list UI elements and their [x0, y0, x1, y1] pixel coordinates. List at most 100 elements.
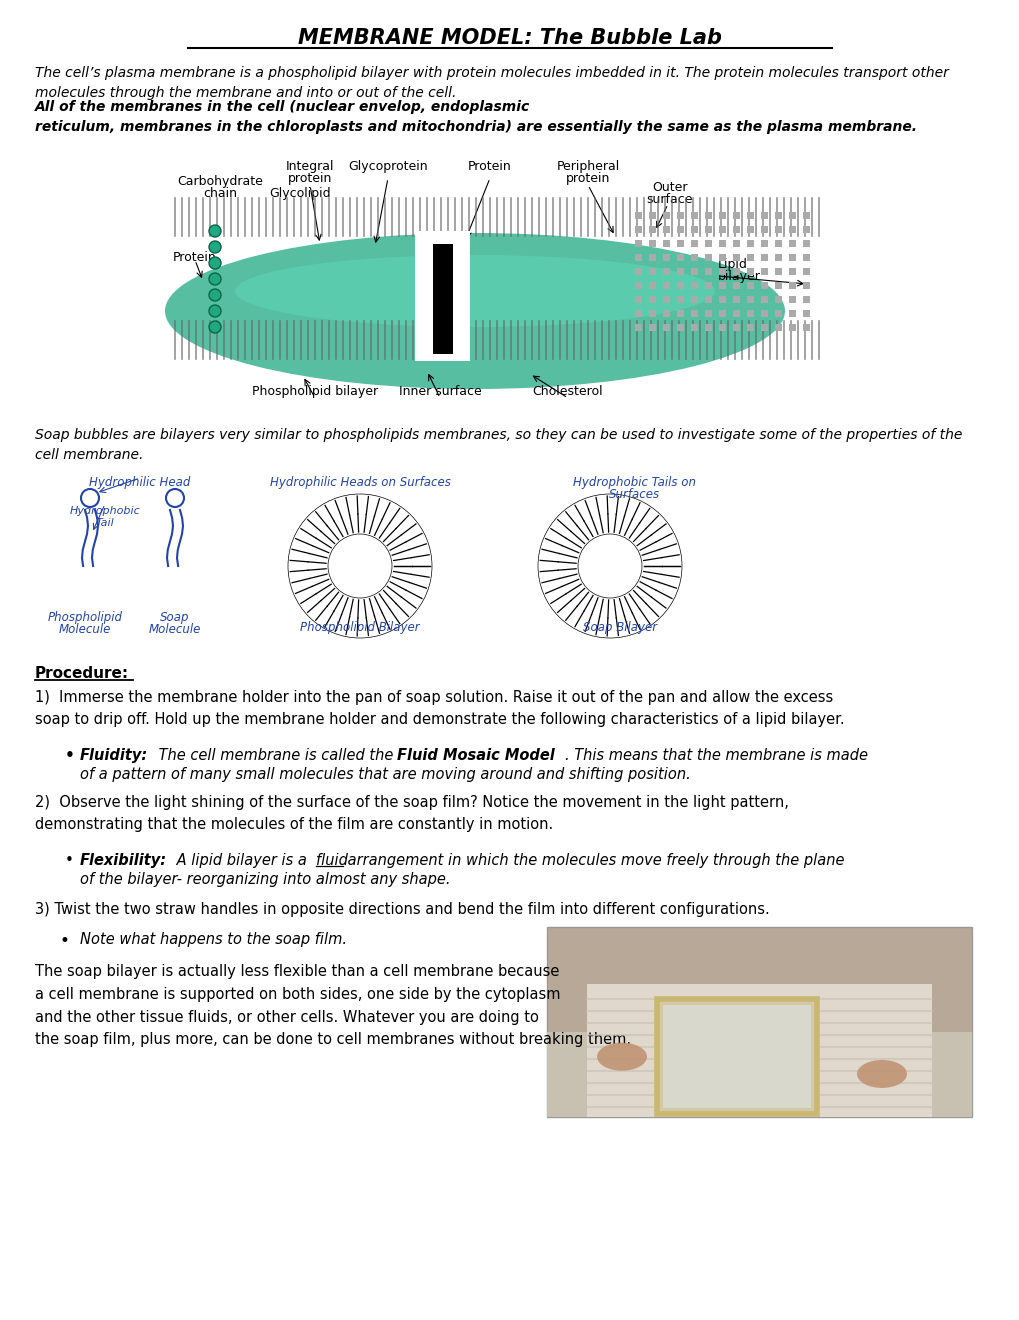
- FancyBboxPatch shape: [760, 226, 767, 234]
- Text: The cell’s plasma membrane is a phospholipid bilayer with protein molecules imbe: The cell’s plasma membrane is a phosphol…: [35, 66, 948, 100]
- Text: Molecule: Molecule: [149, 623, 201, 636]
- Text: of the bilayer- reorganizing into almost any shape.: of the bilayer- reorganizing into almost…: [79, 873, 450, 887]
- FancyBboxPatch shape: [690, 310, 697, 317]
- Text: Fluidity:: Fluidity:: [79, 748, 148, 763]
- FancyBboxPatch shape: [662, 296, 669, 304]
- Ellipse shape: [165, 234, 785, 389]
- FancyBboxPatch shape: [690, 282, 697, 289]
- FancyBboxPatch shape: [704, 253, 711, 261]
- Circle shape: [209, 224, 221, 238]
- Circle shape: [209, 321, 221, 333]
- Text: Fluid Mosaic Model: Fluid Mosaic Model: [396, 748, 554, 763]
- Ellipse shape: [596, 1043, 646, 1071]
- FancyBboxPatch shape: [733, 226, 739, 234]
- Text: 3) Twist the two straw handles in opposite directions and bend the film into dif: 3) Twist the two straw handles in opposi…: [35, 902, 769, 917]
- Text: Lipid: Lipid: [717, 257, 747, 271]
- FancyBboxPatch shape: [774, 296, 782, 304]
- FancyBboxPatch shape: [746, 310, 753, 317]
- Text: Phospholipid bilayer: Phospholipid bilayer: [252, 385, 378, 399]
- FancyBboxPatch shape: [774, 282, 782, 289]
- Circle shape: [328, 535, 391, 598]
- FancyBboxPatch shape: [656, 999, 816, 1114]
- Text: Phospholipid Bilayer: Phospholipid Bilayer: [300, 620, 420, 634]
- Text: fluid: fluid: [316, 853, 347, 869]
- FancyBboxPatch shape: [718, 282, 726, 289]
- FancyBboxPatch shape: [746, 213, 753, 219]
- FancyBboxPatch shape: [760, 213, 767, 219]
- FancyBboxPatch shape: [733, 310, 739, 317]
- FancyBboxPatch shape: [546, 927, 971, 1117]
- Text: surface: surface: [646, 193, 693, 206]
- FancyBboxPatch shape: [635, 253, 641, 261]
- FancyBboxPatch shape: [718, 253, 726, 261]
- FancyBboxPatch shape: [733, 296, 739, 304]
- FancyBboxPatch shape: [760, 296, 767, 304]
- FancyBboxPatch shape: [718, 240, 726, 247]
- Text: Soap bubbles are bilayers very similar to phospholipids membranes, so they can b: Soap bubbles are bilayers very similar t…: [35, 428, 962, 462]
- Text: 1)  Immerse the membrane holder into the pan of soap solution. Raise it out of t: 1) Immerse the membrane holder into the …: [35, 690, 844, 726]
- FancyBboxPatch shape: [746, 240, 753, 247]
- Text: Hydrophilic Head: Hydrophilic Head: [90, 477, 191, 488]
- Text: All of the membranes in the cell (nuclear envelop, endoplasmic
reticulum, membra: All of the membranes in the cell (nuclea…: [35, 100, 916, 135]
- Circle shape: [209, 289, 221, 301]
- FancyBboxPatch shape: [648, 310, 655, 317]
- FancyBboxPatch shape: [802, 268, 809, 275]
- Text: Molecule: Molecule: [59, 623, 111, 636]
- FancyBboxPatch shape: [635, 323, 641, 331]
- Text: protein: protein: [287, 172, 332, 185]
- FancyBboxPatch shape: [774, 240, 782, 247]
- FancyBboxPatch shape: [774, 323, 782, 331]
- FancyBboxPatch shape: [746, 323, 753, 331]
- FancyBboxPatch shape: [662, 253, 669, 261]
- FancyBboxPatch shape: [648, 213, 655, 219]
- Circle shape: [209, 242, 221, 253]
- FancyBboxPatch shape: [690, 213, 697, 219]
- FancyBboxPatch shape: [704, 282, 711, 289]
- FancyBboxPatch shape: [802, 253, 809, 261]
- Text: Glycoprotein: Glycoprotein: [347, 160, 427, 173]
- FancyBboxPatch shape: [433, 244, 452, 354]
- FancyBboxPatch shape: [635, 296, 641, 304]
- FancyBboxPatch shape: [774, 310, 782, 317]
- FancyBboxPatch shape: [789, 296, 795, 304]
- FancyBboxPatch shape: [733, 323, 739, 331]
- FancyBboxPatch shape: [635, 268, 641, 275]
- Circle shape: [209, 273, 221, 285]
- FancyBboxPatch shape: [760, 240, 767, 247]
- Text: 2)  Observe the light shining of the surface of the soap film? Notice the moveme: 2) Observe the light shining of the surf…: [35, 795, 788, 832]
- FancyBboxPatch shape: [733, 253, 739, 261]
- Text: Tail: Tail: [96, 517, 114, 528]
- FancyBboxPatch shape: [802, 282, 809, 289]
- FancyBboxPatch shape: [802, 310, 809, 317]
- FancyBboxPatch shape: [718, 296, 726, 304]
- FancyBboxPatch shape: [718, 323, 726, 331]
- FancyBboxPatch shape: [760, 323, 767, 331]
- FancyBboxPatch shape: [648, 268, 655, 275]
- FancyBboxPatch shape: [690, 323, 697, 331]
- Text: Procedure:: Procedure:: [35, 667, 129, 681]
- Text: Surfaces: Surfaces: [608, 488, 660, 502]
- Text: Peripheral: Peripheral: [555, 160, 619, 173]
- Text: •: •: [60, 932, 70, 950]
- Text: Outer: Outer: [651, 181, 687, 194]
- FancyBboxPatch shape: [802, 213, 809, 219]
- FancyBboxPatch shape: [704, 226, 711, 234]
- FancyBboxPatch shape: [677, 323, 684, 331]
- FancyBboxPatch shape: [718, 226, 726, 234]
- Text: Hydrophobic: Hydrophobic: [69, 506, 141, 516]
- FancyBboxPatch shape: [415, 231, 470, 360]
- FancyBboxPatch shape: [662, 240, 669, 247]
- FancyBboxPatch shape: [746, 226, 753, 234]
- FancyBboxPatch shape: [774, 268, 782, 275]
- FancyBboxPatch shape: [746, 268, 753, 275]
- Ellipse shape: [234, 255, 714, 327]
- Text: Note what happens to the soap film.: Note what happens to the soap film.: [79, 932, 346, 946]
- FancyBboxPatch shape: [718, 213, 726, 219]
- FancyBboxPatch shape: [635, 226, 641, 234]
- FancyBboxPatch shape: [648, 296, 655, 304]
- FancyBboxPatch shape: [789, 240, 795, 247]
- FancyBboxPatch shape: [733, 268, 739, 275]
- Text: Protein: Protein: [468, 160, 512, 173]
- FancyBboxPatch shape: [760, 310, 767, 317]
- FancyBboxPatch shape: [690, 296, 697, 304]
